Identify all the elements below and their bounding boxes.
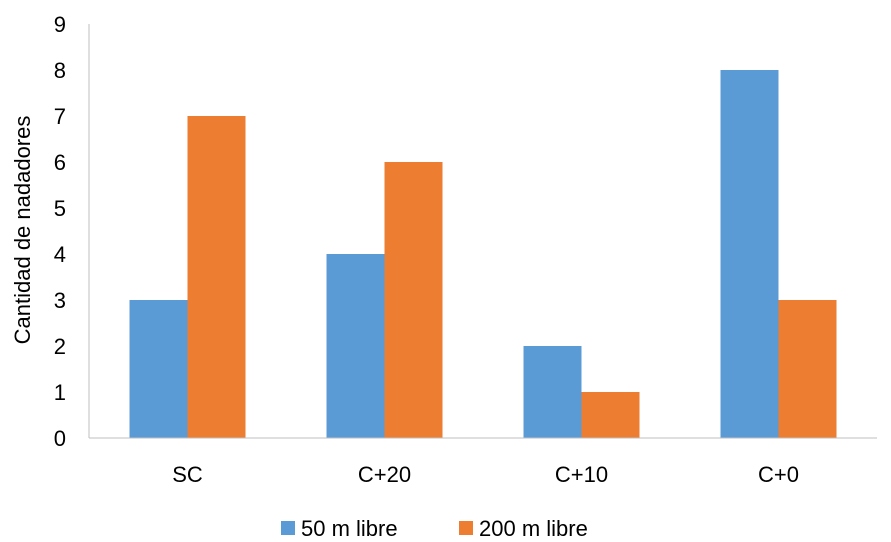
y-tick-label: 4 xyxy=(54,242,66,267)
x-tick-label: C+20 xyxy=(358,462,411,487)
y-axis-ticks: 0 1 2 3 4 5 6 7 8 9 xyxy=(54,12,66,451)
x-tick-label: C+10 xyxy=(555,462,608,487)
x-tick-label: C+0 xyxy=(758,462,799,487)
legend-label: 200 m libre xyxy=(479,516,588,541)
y-tick-label: 6 xyxy=(54,150,66,175)
legend-swatch xyxy=(281,521,295,535)
bar-series-2 xyxy=(778,300,837,438)
bars xyxy=(129,70,837,438)
y-tick-label: 9 xyxy=(54,12,66,37)
legend-swatch xyxy=(459,521,473,535)
bar-series-1 xyxy=(523,346,582,438)
x-tick-label: SC xyxy=(172,462,203,487)
y-tick-label: 5 xyxy=(54,196,66,221)
legend: 50 m libre 200 m libre xyxy=(281,516,588,541)
y-tick-label: 0 xyxy=(54,426,66,451)
bar-series-1 xyxy=(720,70,779,438)
bar-series-2 xyxy=(384,162,443,438)
y-tick-label: 1 xyxy=(54,380,66,405)
y-tick-label: 2 xyxy=(54,334,66,359)
legend-label: 50 m libre xyxy=(301,516,398,541)
bar-series-1 xyxy=(326,254,385,438)
bar-series-2 xyxy=(581,392,640,438)
bar-series-2 xyxy=(187,116,246,438)
y-tick-label: 8 xyxy=(54,58,66,83)
x-axis-ticks: SC C+20 C+10 C+0 xyxy=(172,462,799,487)
y-axis-title: Cantidad de nadadores xyxy=(10,116,35,345)
bar-series-1 xyxy=(129,300,188,438)
y-tick-label: 7 xyxy=(54,104,66,129)
y-tick-label: 3 xyxy=(54,288,66,313)
